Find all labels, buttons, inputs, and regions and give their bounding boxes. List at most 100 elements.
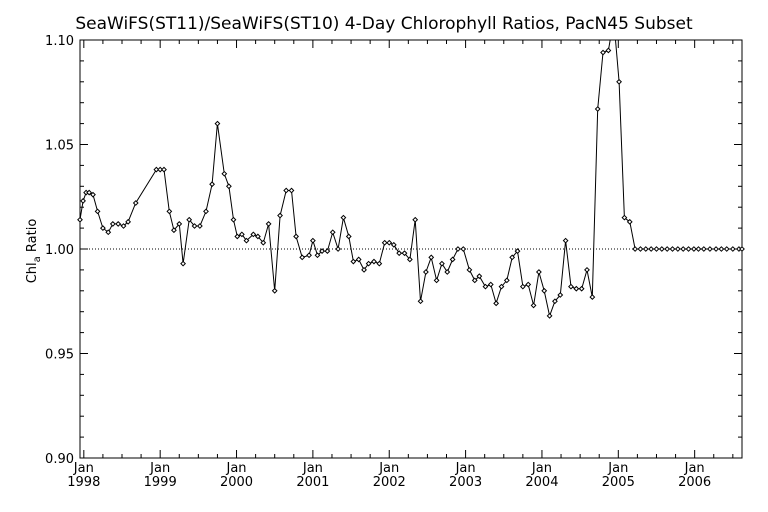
data-point xyxy=(546,312,553,319)
data-point xyxy=(700,246,707,252)
data-point xyxy=(293,233,299,240)
data-point xyxy=(578,285,585,292)
data-point xyxy=(498,283,505,290)
data-point xyxy=(191,223,198,229)
data-point xyxy=(482,283,489,290)
data-point xyxy=(406,256,413,263)
data-point xyxy=(695,246,702,252)
data-point xyxy=(637,246,644,252)
data-point xyxy=(105,229,112,236)
data-point xyxy=(568,283,574,290)
data-point xyxy=(525,281,532,288)
data-point xyxy=(132,200,139,206)
y-axis-label-subscript: a xyxy=(32,256,43,262)
data-point xyxy=(234,233,241,240)
data-point xyxy=(396,250,403,257)
data-point xyxy=(288,187,295,194)
data-point xyxy=(658,246,665,252)
data-point xyxy=(669,246,676,252)
x-tick-month-label: Jan xyxy=(226,461,247,476)
data-point xyxy=(340,214,347,221)
data-point xyxy=(680,246,687,252)
data-point xyxy=(376,260,383,267)
data-point xyxy=(530,302,537,309)
x-tick-month-label: Jan xyxy=(149,461,170,476)
data-point xyxy=(161,166,167,173)
data-point xyxy=(86,189,93,196)
data-point xyxy=(335,246,341,252)
data-point xyxy=(381,239,388,246)
data-point xyxy=(77,216,83,223)
data-point xyxy=(314,252,321,259)
x-tick-month-label: Jan xyxy=(302,461,323,476)
data-point xyxy=(120,223,127,229)
y-tick-label: 1.00 xyxy=(45,243,74,258)
x-tick-year-label: 2002 xyxy=(373,475,406,490)
data-point xyxy=(422,269,429,275)
data-point xyxy=(552,298,558,305)
data-point xyxy=(230,216,237,223)
x-tick-year-label: 2004 xyxy=(525,475,558,490)
data-point xyxy=(487,281,494,288)
y-tick-label: 1.05 xyxy=(45,139,74,154)
data-point xyxy=(243,237,250,244)
data-point xyxy=(109,221,116,227)
data-point xyxy=(685,246,692,252)
data-point xyxy=(707,246,713,252)
data-point xyxy=(514,248,521,254)
data-point xyxy=(739,246,745,252)
x-tick-month-label: Jan xyxy=(607,461,628,476)
x-tick-year-label: 1999 xyxy=(144,475,177,490)
data-point xyxy=(157,166,164,173)
chart-title: SeaWiFS(ST11)/SeaWiFS(ST10) 4-Day Chloro… xyxy=(75,14,693,34)
data-point xyxy=(214,120,221,127)
data-point xyxy=(238,231,245,238)
data-point xyxy=(412,216,419,223)
x-tick-year-label: 2003 xyxy=(449,475,482,490)
data-point xyxy=(428,254,435,261)
y-tick-label: 0.90 xyxy=(45,452,74,467)
data-point xyxy=(265,221,272,227)
x-tick-year-label: 2001 xyxy=(296,475,329,490)
data-point xyxy=(439,260,445,267)
data-point xyxy=(535,269,542,275)
data-point xyxy=(664,246,671,252)
data-point xyxy=(503,277,510,284)
data-point xyxy=(584,266,590,273)
data-point xyxy=(589,294,596,300)
data-point xyxy=(203,208,209,215)
data-point xyxy=(225,183,232,190)
data-point xyxy=(648,246,655,252)
data-point xyxy=(455,246,461,252)
data-point xyxy=(632,246,639,252)
data-point xyxy=(573,285,580,292)
data-point xyxy=(541,287,548,294)
data-point xyxy=(271,287,278,294)
x-tick-year-label: 1998 xyxy=(67,475,100,490)
data-point xyxy=(471,277,478,284)
data-point xyxy=(449,256,456,263)
data-point xyxy=(616,78,622,85)
data-point xyxy=(166,208,173,215)
data-point xyxy=(355,256,362,263)
data-point xyxy=(493,300,500,307)
data-point xyxy=(417,298,424,305)
data-point xyxy=(176,221,183,227)
y-axis-label-suffix: Ratio xyxy=(25,219,40,257)
x-tick-month-label: Jan xyxy=(378,461,399,476)
data-point xyxy=(642,246,649,252)
x-tick-month-label: Jan xyxy=(73,461,94,476)
data-point xyxy=(324,248,331,254)
data-point xyxy=(345,233,352,240)
data-point xyxy=(125,218,132,225)
data-point xyxy=(186,216,193,223)
data-point xyxy=(319,248,325,254)
data-point xyxy=(180,260,186,267)
x-tick-year-label: 2006 xyxy=(678,475,711,490)
y-axis-label: Chla Ratio xyxy=(25,219,43,284)
data-point xyxy=(260,239,267,246)
data-point xyxy=(309,237,316,244)
data-point xyxy=(557,292,564,298)
